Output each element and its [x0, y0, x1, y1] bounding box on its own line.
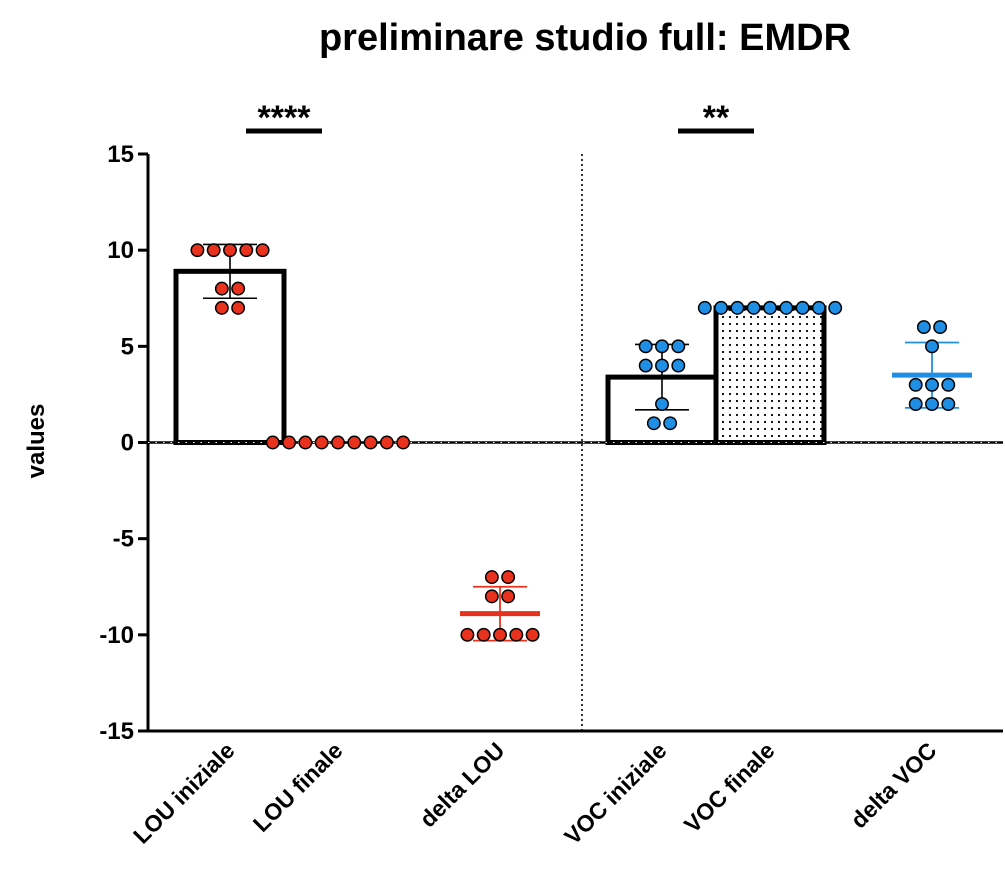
data-point — [298, 435, 313, 450]
data-point — [655, 339, 669, 354]
y-tick-label: 0 — [121, 430, 134, 457]
data-point — [396, 435, 411, 450]
data-point — [255, 243, 270, 258]
x-tick-label: VOC finale — [679, 737, 780, 838]
data-point — [282, 435, 297, 450]
data-point — [655, 358, 669, 373]
x-tick-label: LOU finale — [248, 737, 348, 837]
data-point — [655, 397, 669, 411]
data-point — [638, 358, 653, 373]
data-point — [493, 627, 507, 642]
significance-label: ** — [703, 99, 730, 137]
data-point — [671, 358, 686, 373]
data-point — [214, 300, 229, 315]
data-point — [314, 435, 329, 450]
data-point — [231, 281, 246, 296]
data-point — [460, 627, 475, 642]
data-point — [933, 320, 948, 335]
data-point — [206, 243, 221, 258]
data-point — [190, 243, 205, 258]
data-point — [265, 435, 280, 450]
data-point — [663, 416, 678, 431]
data-point — [501, 589, 516, 604]
data-point — [347, 435, 362, 450]
data-point — [746, 300, 761, 315]
x-tick-label: VOC iniziale — [559, 737, 671, 849]
x-tick-label: delta LOU — [414, 737, 509, 832]
x-tick-label: LOU iniziale — [128, 737, 239, 848]
data-point — [908, 377, 923, 392]
data-point — [646, 416, 661, 431]
data-point — [779, 300, 794, 315]
data-point — [795, 300, 810, 315]
data-point — [239, 243, 254, 258]
significance-label: **** — [258, 99, 312, 137]
y-tick-label: -15 — [99, 718, 134, 745]
y-axis-label: values — [23, 404, 50, 479]
data-point — [828, 300, 843, 315]
x-tick-label: delta VOC — [845, 737, 941, 833]
data-point — [214, 281, 229, 296]
data-point — [925, 377, 939, 392]
data-point — [811, 300, 826, 315]
data-point — [638, 339, 653, 354]
data-point — [331, 435, 345, 450]
data-point — [730, 300, 745, 315]
y-tick-label: 10 — [107, 237, 134, 264]
data-point — [476, 627, 491, 642]
data-point — [671, 339, 686, 354]
y-tick-label: 15 — [107, 141, 134, 168]
data-point — [697, 300, 712, 315]
data-point — [484, 589, 499, 604]
data-point — [941, 377, 956, 392]
data-point — [231, 300, 246, 315]
data-point — [714, 300, 729, 315]
data-point — [925, 339, 939, 354]
y-tick-label: -5 — [113, 526, 134, 553]
data-point — [509, 627, 524, 642]
data-point — [925, 397, 939, 411]
y-tick-label: -10 — [99, 622, 134, 649]
data-point — [484, 570, 499, 585]
data-point — [941, 397, 956, 411]
y-tick-label: 5 — [121, 333, 134, 360]
data-point — [908, 397, 923, 411]
data-point — [763, 300, 777, 315]
data-point — [223, 243, 237, 258]
bar — [713, 305, 827, 445]
data-point — [916, 320, 931, 335]
data-point — [501, 570, 516, 585]
chart-title: preliminare studio full: EMDR — [319, 17, 851, 59]
data-point — [363, 435, 378, 450]
data-point — [379, 435, 394, 450]
data-point — [525, 627, 540, 642]
